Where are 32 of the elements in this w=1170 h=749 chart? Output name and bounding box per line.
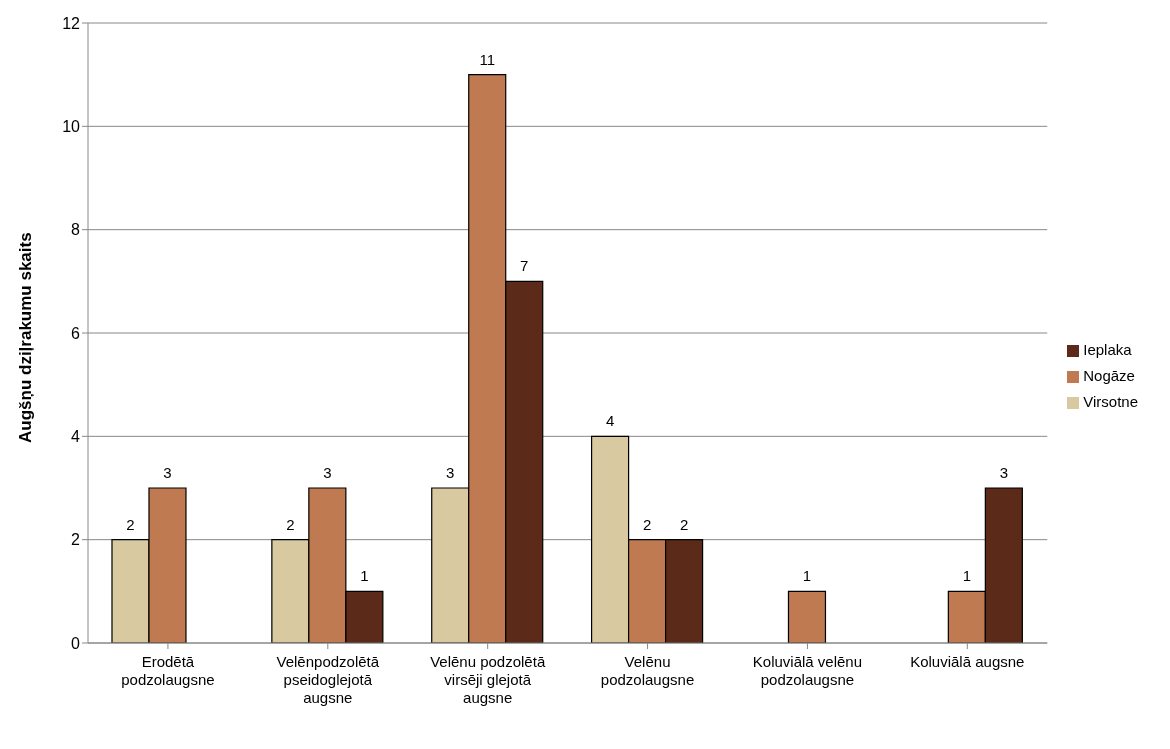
legend-label: Ieplaka (1083, 340, 1132, 358)
x-tick-label: Koluviālā augsne (910, 653, 1025, 670)
data-label: 2 (642, 515, 652, 533)
data-label: 1 (360, 567, 369, 585)
y-tick-label: 12 (62, 14, 81, 32)
data-label: 1 (802, 567, 812, 585)
x-tick-label: Koluviālā velēnu podzolaugsne (752, 653, 863, 688)
data-label: 3 (163, 464, 172, 481)
x-tick-label: Velēnpodzolētā pseidoglejotā augsne (276, 653, 380, 706)
data-label: 1 (962, 567, 972, 585)
y-tick-label: 10 (62, 118, 81, 136)
x-tick-label: Velēnu podzolaugsne (600, 653, 695, 688)
data-label: 11 (479, 50, 496, 68)
data-label: 3 (999, 464, 1009, 481)
data-label: 3 (323, 464, 332, 481)
data-label: 2 (126, 515, 135, 533)
x-tick-label: Velēnu podzolētā virsēji glejotā augsne (430, 653, 546, 706)
y-tick-label: 6 (71, 324, 81, 342)
data-label: 4 (605, 412, 615, 430)
y-axis-title: Augšņu dziļrakumu skaits (16, 232, 36, 443)
y-tick-label: 0 (71, 634, 81, 652)
data-label: 7 (520, 257, 529, 275)
legend-label: Virsotne (1083, 392, 1138, 410)
data-label: 3 (446, 464, 455, 481)
data-label: 2 (679, 515, 689, 533)
bar (787, 590, 827, 643)
y-tick-label: 4 (71, 428, 81, 446)
data-label: 2 (286, 515, 295, 533)
x-tick-label: Erodētā podzolaugsne (121, 653, 215, 688)
y-tick-label: 8 (71, 221, 81, 239)
y-tick-label: 2 (71, 531, 81, 549)
legend-label: Nogāze (1083, 366, 1135, 384)
